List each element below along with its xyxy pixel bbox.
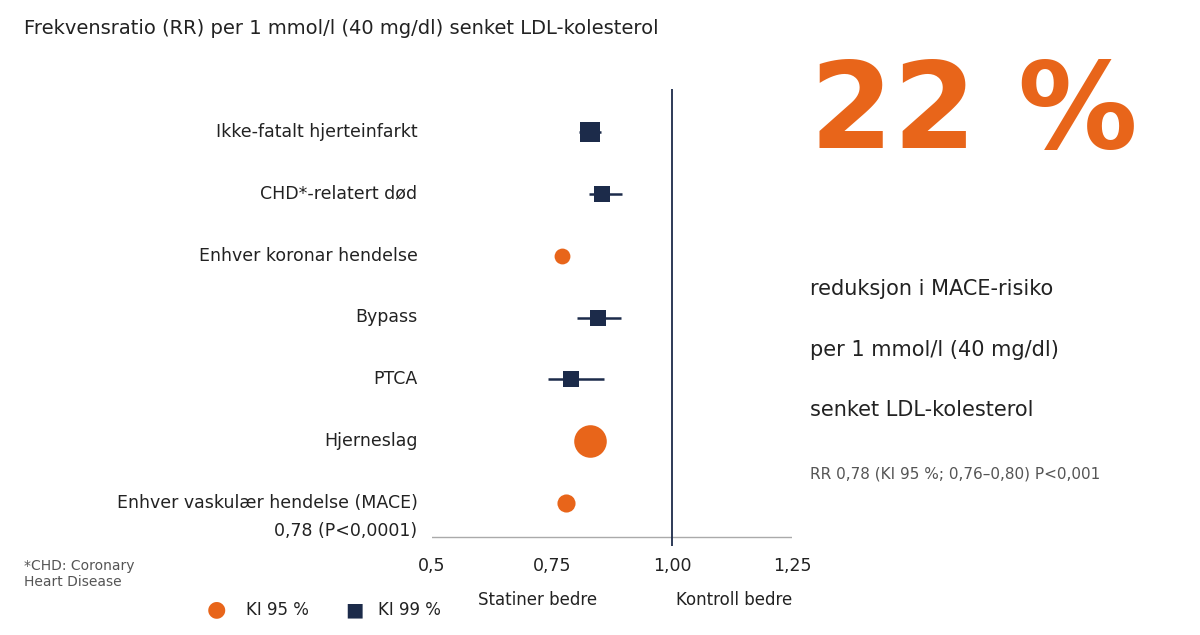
Text: PTCA: PTCA (373, 370, 418, 388)
Text: ■: ■ (344, 600, 364, 619)
Point (552, 251, 571, 261)
Text: KI 95 %: KI 95 % (246, 601, 308, 618)
Text: ●: ● (206, 599, 226, 620)
Text: Enhver koronar hendelse: Enhver koronar hendelse (199, 247, 418, 265)
Text: Ikke-fatalt hjerteinfarkt: Ikke-fatalt hjerteinfarkt (216, 123, 418, 141)
Text: reduksjon i MACE-risiko: reduksjon i MACE-risiko (810, 279, 1054, 299)
Point (581, 436, 600, 446)
Point (557, 498, 576, 508)
Text: KI 99 %: KI 99 % (378, 601, 440, 618)
Text: Hjerneslag: Hjerneslag (324, 432, 418, 450)
Point (588, 312, 607, 323)
Text: senket LDL-kolesterol: senket LDL-kolesterol (810, 400, 1033, 420)
Text: 22 %: 22 % (810, 57, 1138, 173)
Text: 0,78 (P<0,0001): 0,78 (P<0,0001) (275, 522, 418, 540)
Point (562, 374, 581, 384)
Point (581, 127, 600, 137)
Text: Enhver vaskulær hendelse (MACE): Enhver vaskulær hendelse (MACE) (116, 494, 418, 512)
Text: Kontroll bedre: Kontroll bedre (677, 591, 792, 608)
Point (593, 189, 612, 199)
Text: Frekvensratio (RR) per 1 mmol/l (40 mg/dl) senket LDL-kolesterol: Frekvensratio (RR) per 1 mmol/l (40 mg/d… (24, 19, 659, 38)
Text: Bypass: Bypass (355, 309, 418, 326)
Text: *CHD: Coronary
Heart Disease: *CHD: Coronary Heart Disease (24, 559, 134, 589)
Text: RR 0,78 (KI 95 %; 0,76–0,80) P<0,001: RR 0,78 (KI 95 %; 0,76–0,80) P<0,001 (810, 467, 1100, 482)
Text: CHD*-relatert død: CHD*-relatert død (260, 185, 418, 203)
Text: Statiner bedre: Statiner bedre (478, 591, 598, 608)
Text: per 1 mmol/l (40 mg/dl): per 1 mmol/l (40 mg/dl) (810, 340, 1058, 359)
